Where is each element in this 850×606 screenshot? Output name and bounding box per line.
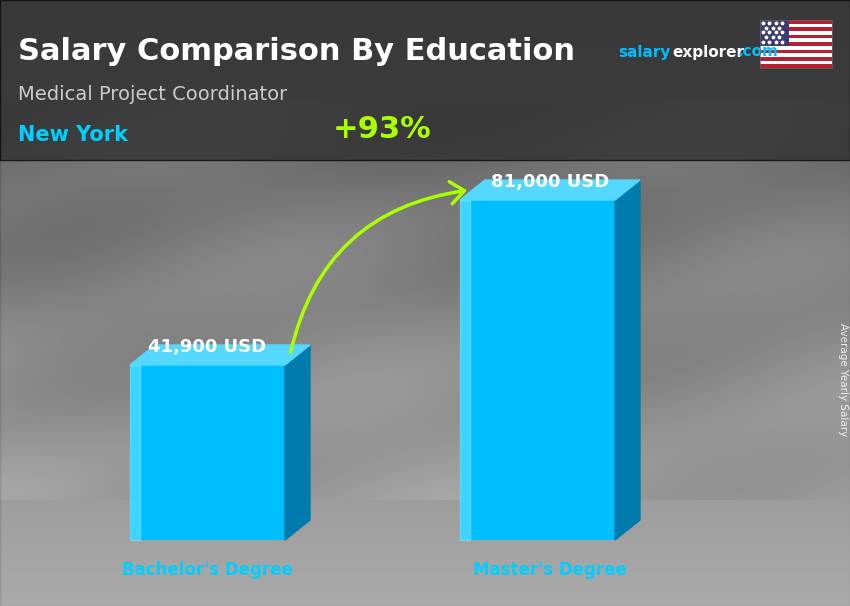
Polygon shape <box>130 345 310 365</box>
Text: salary: salary <box>618 44 671 59</box>
Bar <box>760 50 832 53</box>
Bar <box>760 27 832 31</box>
Bar <box>760 20 789 46</box>
Text: .com: .com <box>738 44 779 59</box>
Bar <box>760 20 832 68</box>
Bar <box>130 365 285 540</box>
Bar <box>760 35 832 38</box>
Polygon shape <box>460 180 640 200</box>
Text: Salary Comparison By Education: Salary Comparison By Education <box>18 38 575 67</box>
Text: 41,900 USD: 41,900 USD <box>149 338 267 356</box>
Text: explorer: explorer <box>672 44 744 59</box>
Text: +93%: +93% <box>333 116 432 144</box>
Text: Bachelor's Degree: Bachelor's Degree <box>122 561 293 579</box>
Bar <box>760 46 832 50</box>
Bar <box>460 200 615 540</box>
Text: Medical Project Coordinator: Medical Project Coordinator <box>18 85 287 104</box>
Bar <box>760 53 832 57</box>
Text: Master's Degree: Master's Degree <box>473 561 627 579</box>
Bar <box>760 64 832 68</box>
Text: Average Yearly Salary: Average Yearly Salary <box>838 324 848 437</box>
FancyArrowPatch shape <box>291 182 464 352</box>
Bar <box>760 42 832 46</box>
Text: New York: New York <box>18 125 128 145</box>
Polygon shape <box>130 365 140 540</box>
Polygon shape <box>615 180 640 540</box>
Bar <box>760 24 832 27</box>
Text: 81,000 USD: 81,000 USD <box>490 173 609 191</box>
Polygon shape <box>460 200 470 540</box>
Bar <box>760 20 832 24</box>
Bar <box>760 61 832 64</box>
FancyBboxPatch shape <box>0 0 850 160</box>
Polygon shape <box>285 345 310 540</box>
Bar <box>760 57 832 61</box>
Bar <box>760 38 832 42</box>
Bar <box>760 31 832 35</box>
